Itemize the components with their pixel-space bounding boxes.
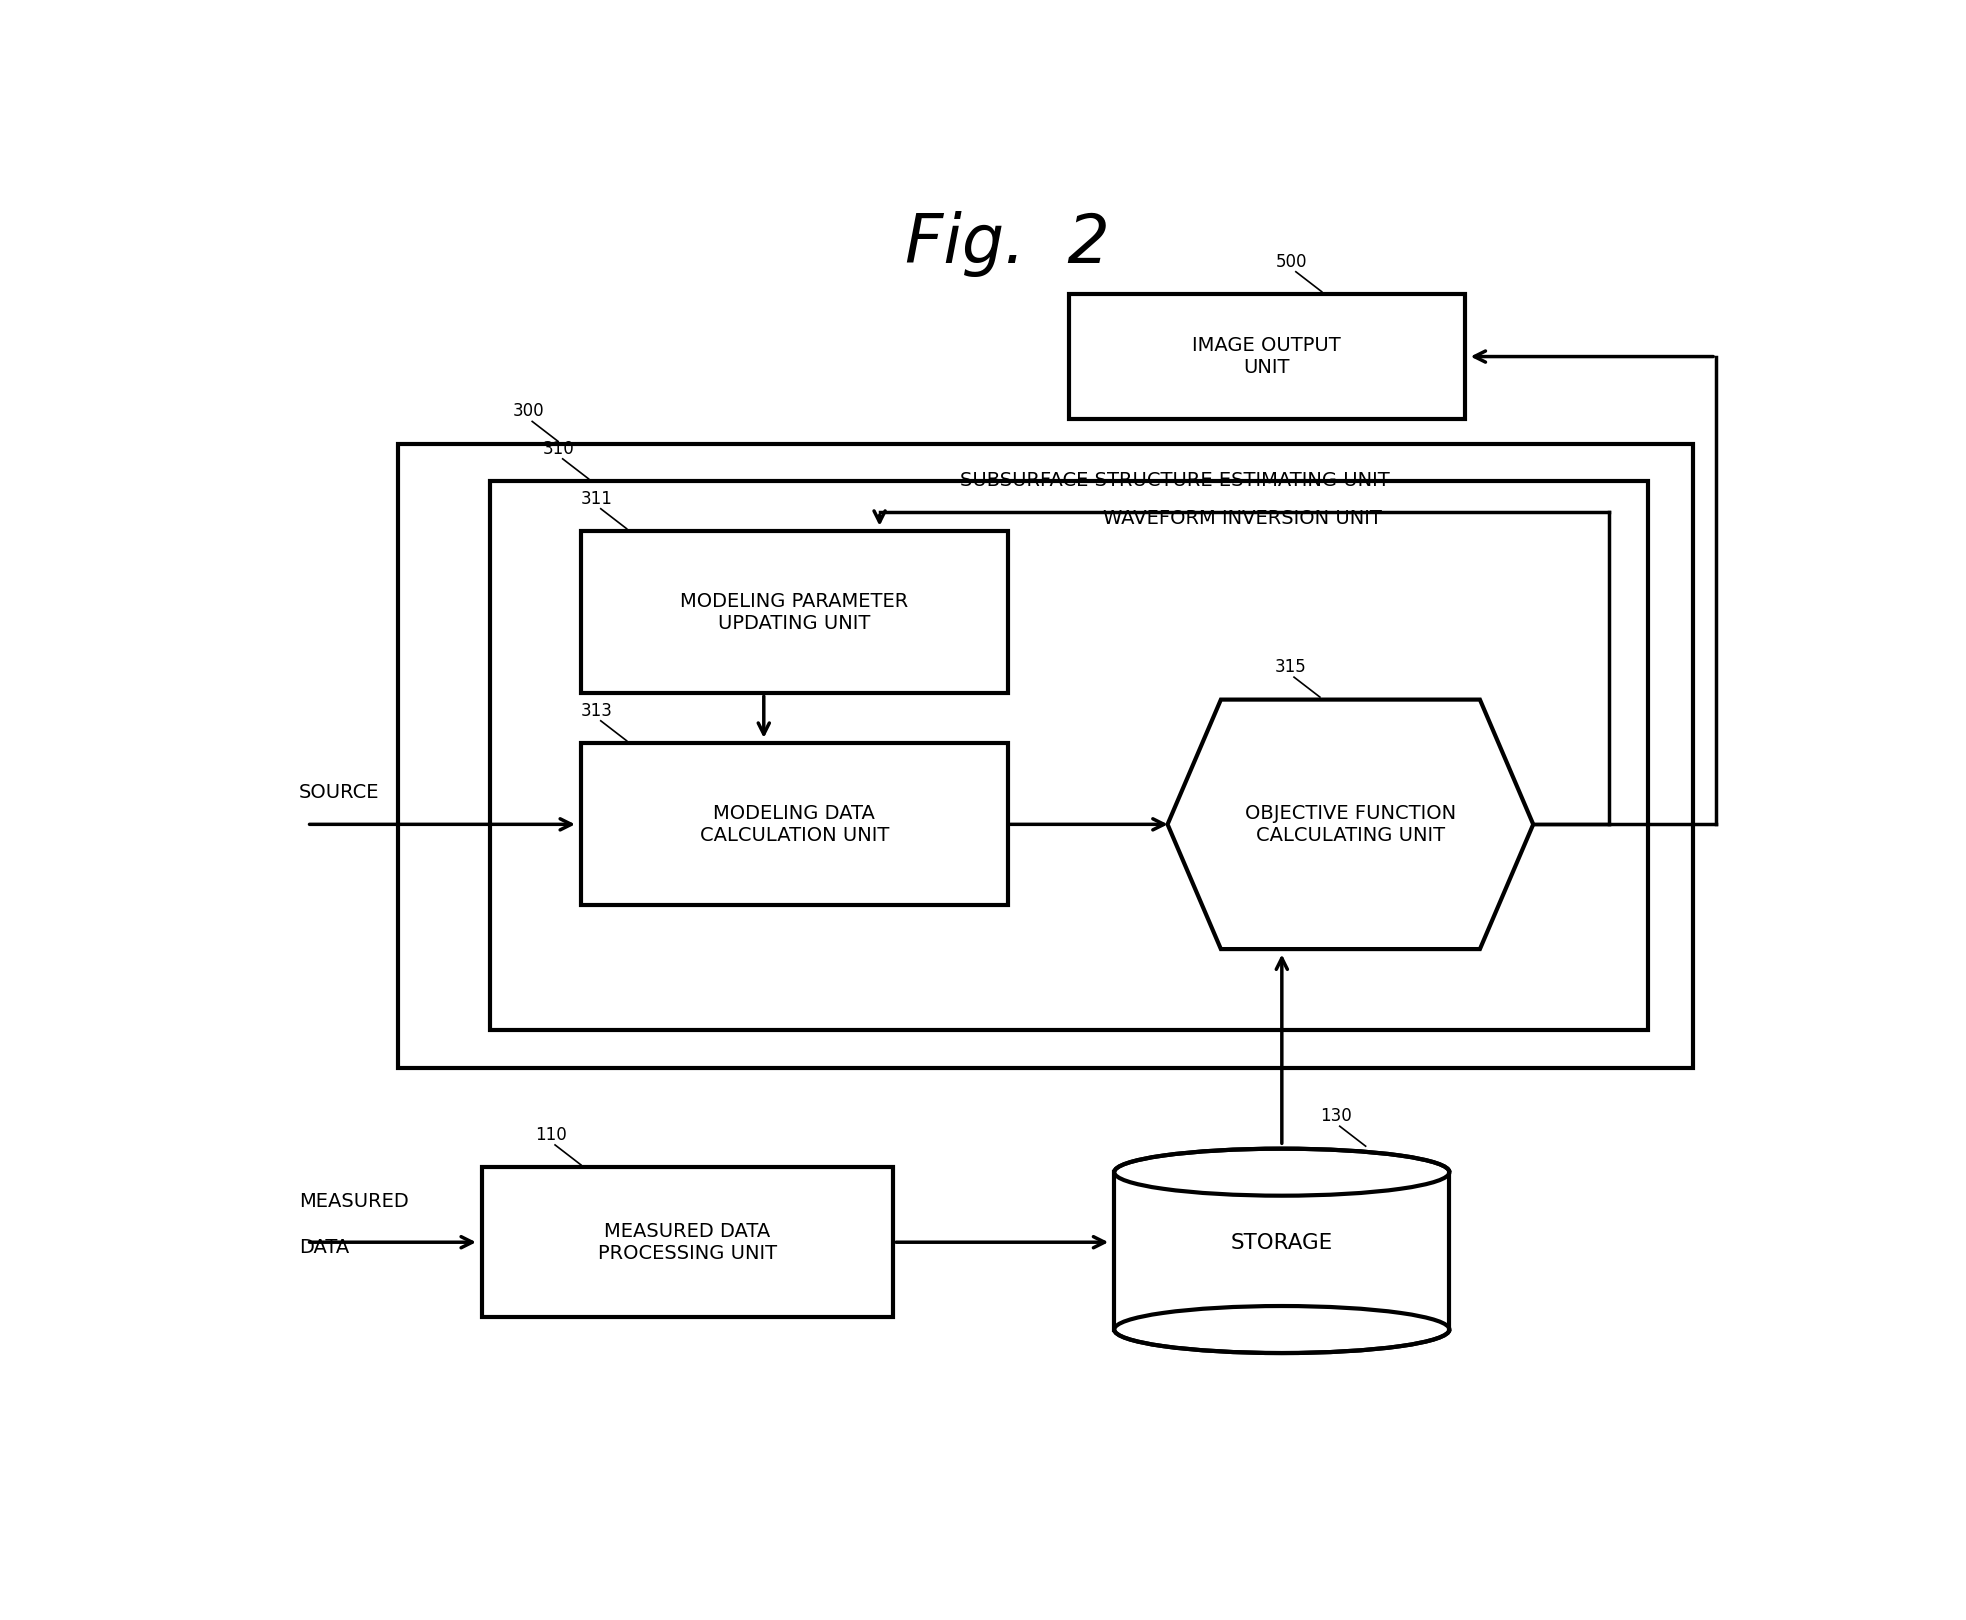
Text: 310: 310: [543, 441, 574, 458]
FancyBboxPatch shape: [397, 444, 1693, 1068]
Text: MODELING PARAMETER
UPDATING UNIT: MODELING PARAMETER UPDATING UNIT: [680, 591, 908, 633]
Text: 130: 130: [1319, 1106, 1353, 1126]
Text: 315: 315: [1274, 658, 1305, 676]
FancyBboxPatch shape: [582, 531, 1007, 693]
Text: MEASURED: MEASURED: [299, 1192, 409, 1212]
Text: DATA: DATA: [299, 1238, 350, 1257]
Text: 300: 300: [513, 402, 545, 421]
FancyBboxPatch shape: [1070, 295, 1465, 420]
FancyBboxPatch shape: [582, 744, 1007, 906]
Ellipse shape: [1115, 1149, 1449, 1196]
Text: 313: 313: [582, 701, 613, 719]
Ellipse shape: [1115, 1306, 1449, 1353]
Text: SUBSURFACE STRUCTURE ESTIMATING UNIT: SUBSURFACE STRUCTURE ESTIMATING UNIT: [959, 471, 1390, 491]
Text: MEASURED DATA
PROCESSING UNIT: MEASURED DATA PROCESSING UNIT: [598, 1221, 777, 1262]
Text: OBJECTIVE FUNCTION
CALCULATING UNIT: OBJECTIVE FUNCTION CALCULATING UNIT: [1244, 804, 1457, 846]
Text: 500: 500: [1276, 253, 1307, 271]
Text: MODELING DATA
CALCULATION UNIT: MODELING DATA CALCULATION UNIT: [700, 804, 889, 846]
Text: 110: 110: [535, 1126, 566, 1144]
Text: IMAGE OUTPUT
UNIT: IMAGE OUTPUT UNIT: [1191, 335, 1341, 377]
Text: 311: 311: [582, 489, 613, 507]
FancyBboxPatch shape: [490, 481, 1648, 1030]
FancyBboxPatch shape: [482, 1168, 893, 1317]
Text: WAVEFORM INVERSION UNIT: WAVEFORM INVERSION UNIT: [1103, 509, 1382, 528]
FancyBboxPatch shape: [1115, 1171, 1449, 1197]
Text: SOURCE: SOURCE: [299, 782, 379, 802]
Polygon shape: [1168, 700, 1533, 949]
Text: STORAGE: STORAGE: [1231, 1233, 1333, 1252]
Text: Fig.  2: Fig. 2: [904, 211, 1111, 277]
